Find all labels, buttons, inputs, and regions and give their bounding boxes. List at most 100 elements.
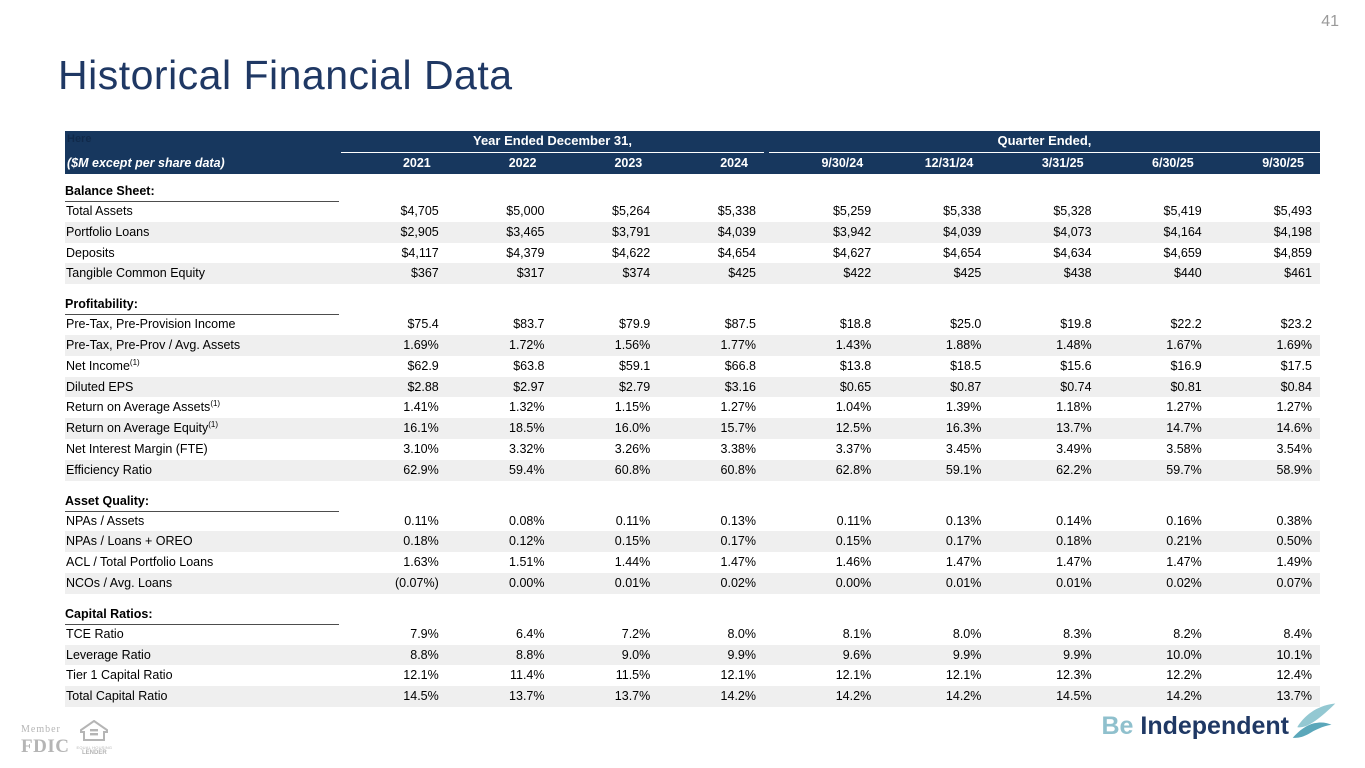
row-label: Total Assets xyxy=(66,204,133,218)
row-label: Efficiency Ratio xyxy=(66,462,152,477)
year-value-cell: 1.69% xyxy=(403,337,439,352)
table-row: Total Capital Ratio 14.5% 13.7% 13.7% 14.2% 1… xyxy=(65,686,1320,707)
member-fdic-logo: Member FDIC xyxy=(21,724,70,757)
year-value-cell: $4,654 xyxy=(717,245,756,260)
year-value-cell: 0.18% xyxy=(403,534,439,549)
year-value-cell: 0.17% xyxy=(720,534,756,549)
quarter-value-cell: 0.16% xyxy=(1166,513,1202,528)
table-row: Return on Average Assets(1) 1.41% 1.32% 1.1… xyxy=(65,397,1320,418)
row-label: Total Capital Ratio xyxy=(66,689,168,704)
quarter-column-header: 9/30/24 xyxy=(821,156,864,170)
year-value-cell: $63.8 xyxy=(513,358,545,373)
table-row: Deposits $4,117 $4,379 $4,622 $4,654 $4,627 $4… xyxy=(65,243,1320,264)
table-row: Return on Average Equity(1) 16.1% 18.5% 16.… xyxy=(65,418,1320,439)
table-row: NPAs / Loans + OREO 0.18% 0.12% 0.15% 0.17% 0… xyxy=(65,531,1320,553)
year-value-cell: 1.51% xyxy=(509,555,545,570)
quarter-value-cell: 14.2% xyxy=(945,689,982,704)
section-label: Asset Quality: xyxy=(65,492,339,512)
footer-compliance-logos: Member FDIC EQUAL HOUSING LENDER xyxy=(21,720,112,756)
quarter-value-cell: $0.65 xyxy=(839,379,872,394)
year-value-cell: 1.72% xyxy=(509,337,545,352)
row-label: Net Income(1) xyxy=(66,357,140,373)
quarter-value-cell: $17.5 xyxy=(1280,358,1312,373)
quarter-value-cell: $15.6 xyxy=(1060,358,1092,373)
row-label: NPAs / Loans + OREO xyxy=(66,534,193,549)
quarter-value-cell: 1.18% xyxy=(1056,400,1092,415)
quarter-value-cell: $4,039 xyxy=(943,224,982,239)
year-value-cell: 0.08% xyxy=(509,513,545,528)
year-value-cell: 0.11% xyxy=(404,513,439,528)
member-fdic-label: Member xyxy=(21,724,61,735)
quarter-value-cell: 59.7% xyxy=(1166,462,1202,477)
quarter-column-header: 3/31/25 xyxy=(1041,156,1084,170)
year-value-cell: $79.9 xyxy=(618,317,651,332)
unit-label: ($M except per share data) xyxy=(67,156,225,170)
quarter-value-cell: $4,198 xyxy=(1273,224,1312,239)
year-value-cell: 12.1% xyxy=(403,668,439,683)
section-header-row: Asset Quality: xyxy=(65,492,1320,512)
quarter-value-cell: 3.54% xyxy=(1276,441,1312,456)
year-value-cell: 13.7% xyxy=(509,689,545,704)
year-column-header: 2022 xyxy=(508,156,537,170)
footnote-marker: (1) xyxy=(208,420,219,430)
quarter-value-cell: 0.00% xyxy=(835,575,872,590)
year-value-cell: $3.16 xyxy=(724,379,756,394)
year-value-cell: 0.02% xyxy=(720,575,756,590)
quarter-value-cell: 0.01% xyxy=(945,575,982,590)
year-value-cell: $4,117 xyxy=(401,245,439,260)
table-header: Here Year Ended December 31, Quarter End… xyxy=(65,131,1320,174)
year-value-cell: 1.77% xyxy=(720,337,756,352)
section-header-row: Balance Sheet: xyxy=(65,182,1320,202)
year-value-cell: (0.07%) xyxy=(394,575,439,590)
quarter-value-cell: $0.81 xyxy=(1170,379,1202,394)
year-value-cell: 1.56% xyxy=(614,337,651,352)
quarter-value-cell: 0.01% xyxy=(1056,575,1092,590)
year-column-header: 2023 xyxy=(614,156,643,170)
table-row: ACL / Total Portfolio Loans 1.63% 1.51% 1.4… xyxy=(65,552,1320,573)
year-value-cell: 0.01% xyxy=(614,575,651,590)
quarter-value-cell: $4,859 xyxy=(1273,245,1312,260)
row-label: Portfolio Loans xyxy=(66,224,150,239)
quarter-value-cell: 0.02% xyxy=(1166,575,1202,590)
row-label: Return on Average Assets(1) xyxy=(66,399,221,415)
quarter-column-header: 6/30/25 xyxy=(1152,156,1194,170)
quarter-value-cell: $25.0 xyxy=(950,317,982,332)
quarter-value-cell: 8.1% xyxy=(842,626,872,641)
quarter-value-cell: 13.7% xyxy=(1056,421,1092,436)
quarter-value-cell: 14.7% xyxy=(1166,421,1202,436)
year-value-cell: 1.15% xyxy=(614,400,651,415)
quarter-value-cell: 1.46% xyxy=(835,555,872,570)
quarter-value-cell: 58.9% xyxy=(1276,462,1312,477)
quarter-value-cell: 59.1% xyxy=(945,462,982,477)
section-label: Capital Ratios: xyxy=(65,605,339,625)
quarter-value-cell: 1.67% xyxy=(1166,337,1202,352)
quarter-value-cell: 1.49% xyxy=(1276,555,1312,570)
quarter-value-cell: $5,338 xyxy=(943,204,982,218)
quarter-value-cell: 0.50% xyxy=(1276,534,1312,549)
year-value-cell: 0.15% xyxy=(614,534,651,549)
row-label: Deposits xyxy=(66,245,115,260)
quarter-value-cell: 12.3% xyxy=(1056,668,1092,683)
quarter-value-cell: $5,493 xyxy=(1273,204,1312,218)
year-value-cell: $2,905 xyxy=(400,224,439,239)
year-value-cell: 14.5% xyxy=(403,689,439,704)
year-value-cell: $4,379 xyxy=(506,245,545,260)
year-value-cell: $2.79 xyxy=(618,379,651,394)
year-value-cell: 1.47% xyxy=(720,555,756,570)
year-group-header: Year Ended December 31, xyxy=(341,131,764,153)
quarter-value-cell: $4,654 xyxy=(943,245,982,260)
quarter-value-cell: $23.2 xyxy=(1280,317,1312,332)
row-label: Leverage Ratio xyxy=(66,647,151,662)
brand-independent-text: Independent xyxy=(1140,711,1289,740)
row-label: Return on Average Equity(1) xyxy=(66,420,219,436)
table-row: Tier 1 Capital Ratio 12.1% 11.4% 11.5% 12.1%… xyxy=(65,665,1320,686)
year-value-cell: 11.4% xyxy=(509,668,545,683)
fdic-label: FDIC xyxy=(21,736,70,757)
row-label: TCE Ratio xyxy=(66,626,124,641)
quarter-value-cell: 9.9% xyxy=(952,647,982,662)
year-value-cell: 12.1% xyxy=(720,668,756,683)
quarter-value-cell: 0.18% xyxy=(1056,534,1092,549)
year-value-cell: 3.26% xyxy=(614,441,651,456)
year-value-cell: $2.97 xyxy=(513,379,545,394)
